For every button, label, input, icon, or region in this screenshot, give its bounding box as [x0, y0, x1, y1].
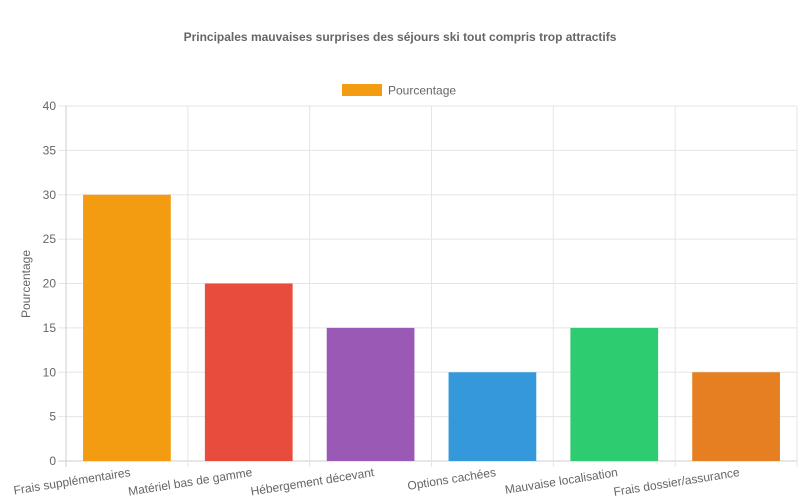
y-tick-label: 35: [43, 143, 57, 157]
x-tick-label: Hébergement décevant: [250, 465, 376, 498]
y-tick-label: 0: [49, 454, 56, 468]
legend[interactable]: Pourcentage: [342, 84, 456, 98]
y-tick-label: 40: [43, 99, 57, 113]
y-tick-label: 15: [43, 321, 57, 335]
bar[interactable]: [83, 194, 171, 461]
legend-label: Pourcentage: [388, 84, 456, 98]
y-tick-label: 5: [49, 410, 56, 424]
bars: [83, 194, 780, 462]
bar[interactable]: [326, 327, 415, 461]
y-axis-title: Pourcentage: [19, 250, 33, 318]
bar[interactable]: [692, 372, 780, 461]
bar[interactable]: [570, 327, 659, 461]
y-tick-label: 10: [43, 365, 57, 379]
x-tick-label: Matériel bas de gamme: [127, 465, 253, 498]
chart-title: Principales mauvaises surprises des séjo…: [184, 30, 617, 44]
gridlines: [58, 105, 798, 467]
x-tick-label: Frais supplémentaires: [13, 465, 132, 497]
legend-swatch: [342, 84, 382, 96]
x-tick-label: Mauvaise localisation: [504, 465, 619, 497]
bar[interactable]: [448, 372, 537, 461]
y-tick-label: 25: [43, 232, 57, 246]
x-tick-label: Frais dossier/assurance: [613, 465, 741, 499]
x-tick-label: Options cachées: [406, 465, 496, 493]
y-axis-ticks: 0 5 10 15 20 25 30 35 40: [43, 99, 57, 468]
y-tick-label: 20: [43, 277, 57, 291]
y-tick-label: 30: [43, 188, 57, 202]
bar[interactable]: [204, 283, 293, 462]
